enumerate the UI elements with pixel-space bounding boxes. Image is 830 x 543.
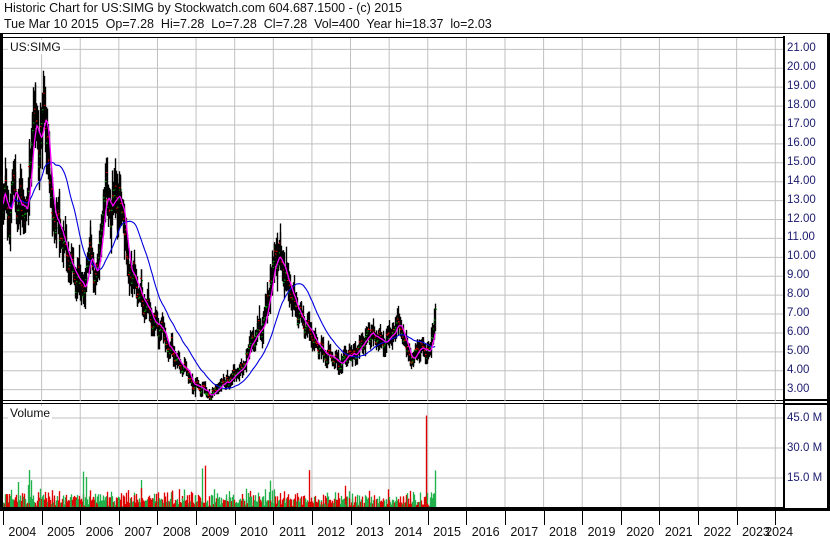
- time-axis-tick: [350, 510, 352, 525]
- time-axis-tick: [543, 510, 545, 525]
- volume-pane[interactable]: [3, 404, 783, 508]
- volume-tick-label: 45.0 M: [787, 412, 823, 424]
- volume-tick-label: 30.0 M: [787, 442, 823, 454]
- price-tick-label: 20.00: [787, 61, 816, 74]
- price-tick-label: 21.00: [787, 42, 816, 55]
- price-tick-label: 13.00: [787, 193, 816, 206]
- price-tick-label: 19.00: [787, 80, 816, 93]
- time-axis-label: 2005: [47, 525, 75, 539]
- time-axis-label: 2013: [355, 525, 384, 539]
- time-axis-tick: [698, 510, 700, 525]
- price-tick-label: 7.00: [787, 307, 810, 320]
- price-tick-label: 4.00: [787, 363, 810, 376]
- price-tick-label: 6.00: [787, 325, 810, 338]
- time-axis-label: 2018: [548, 525, 577, 539]
- time-axis-label: 2016: [471, 525, 500, 539]
- time-axis-label: 2015: [433, 525, 461, 539]
- volume-plot: [3, 404, 783, 508]
- price-plot: [3, 38, 783, 401]
- time-axis-tick: [504, 510, 506, 525]
- time-axis-tick: [775, 510, 777, 525]
- ma-long-line: [3, 161, 436, 390]
- price-tick-label: 9.00: [787, 269, 810, 282]
- time-axis-label: 2011: [279, 525, 307, 539]
- time-axis-label: 2006: [85, 525, 114, 539]
- time-axis-label: 2014: [394, 525, 423, 539]
- price-tick-label: 18.00: [787, 99, 816, 112]
- time-axis-tick: [41, 510, 43, 525]
- time-axis-label: 2024: [765, 525, 794, 539]
- time-axis-tick: [196, 510, 198, 525]
- time-axis-label: 2017: [510, 525, 539, 539]
- price-tick-label: 3.00: [787, 382, 810, 395]
- time-axis-tick: [736, 510, 738, 525]
- time-axis-tick: [157, 510, 159, 525]
- price-tick-label: 8.00: [787, 288, 810, 301]
- price-tick-label: 10.00: [787, 250, 816, 263]
- time-axis-tick: [273, 510, 275, 525]
- time-axis-tick: [311, 510, 313, 525]
- price-tick-label: 12.00: [787, 212, 816, 225]
- price-tick-label: 15.00: [787, 155, 816, 168]
- time-axis-tick: [389, 510, 391, 525]
- time-axis-tick: [582, 510, 584, 525]
- price-tick-label: 11.00: [787, 231, 815, 244]
- time-axis-label: 2023: [742, 525, 770, 539]
- chart-header: Historic Chart for US:SIMG by Stockwatch…: [0, 0, 830, 34]
- price-tick-label: 17.00: [787, 117, 816, 130]
- time-axis-label: 2022: [703, 525, 732, 539]
- chart-title: Historic Chart for US:SIMG by Stockwatch…: [4, 1, 403, 15]
- time-axis-tick: [427, 510, 429, 525]
- time-axis-label: 2008: [162, 525, 191, 539]
- time-axis-label: 2020: [626, 525, 655, 539]
- time-axis-label: 2012: [317, 525, 346, 539]
- time-axis-tick: [620, 510, 622, 525]
- price-tick-label: 14.00: [787, 174, 816, 187]
- left-border: [0, 34, 3, 521]
- ma-short-line: [3, 118, 436, 396]
- pane-divider-upper: [0, 399, 830, 401]
- time-axis: 2004 2005 2006 2007 2008 2009 2010 2011 2012 2013…: [0, 510, 830, 543]
- axis-panel-divider: [783, 36, 785, 508]
- chart-bottom-border: [0, 508, 830, 510]
- volume-tick-label: 15.0 M: [787, 472, 823, 484]
- time-axis-tick: [234, 510, 236, 525]
- time-axis-label: 2021: [664, 525, 693, 539]
- time-axis-label: 2010: [240, 525, 268, 539]
- price-tick-label: 5.00: [787, 344, 810, 357]
- time-axis-label: 2007: [124, 525, 153, 539]
- time-axis-tick: [3, 510, 4, 525]
- time-axis-label: 2019: [587, 525, 616, 539]
- price-tick-label: 16.00: [787, 136, 816, 149]
- time-axis-tick: [466, 510, 468, 525]
- time-axis-tick: [659, 510, 661, 525]
- volume-bars: [3, 415, 437, 508]
- price-pane[interactable]: [3, 37, 783, 401]
- time-axis-baseline: [0, 510, 830, 511]
- symbol-caption: US:SIMG: [8, 40, 63, 54]
- time-axis-label: 2009: [201, 525, 230, 539]
- volume-caption: Volume: [8, 406, 53, 420]
- time-axis-label: 2004: [8, 525, 37, 539]
- right-border: [827, 34, 830, 521]
- quote-line: Tue Mar 10 2015 Op=7.28 Hi=7.28 Lo=7.28 …: [4, 17, 492, 31]
- time-axis-tick: [118, 510, 120, 525]
- time-axis-tick: [80, 510, 82, 525]
